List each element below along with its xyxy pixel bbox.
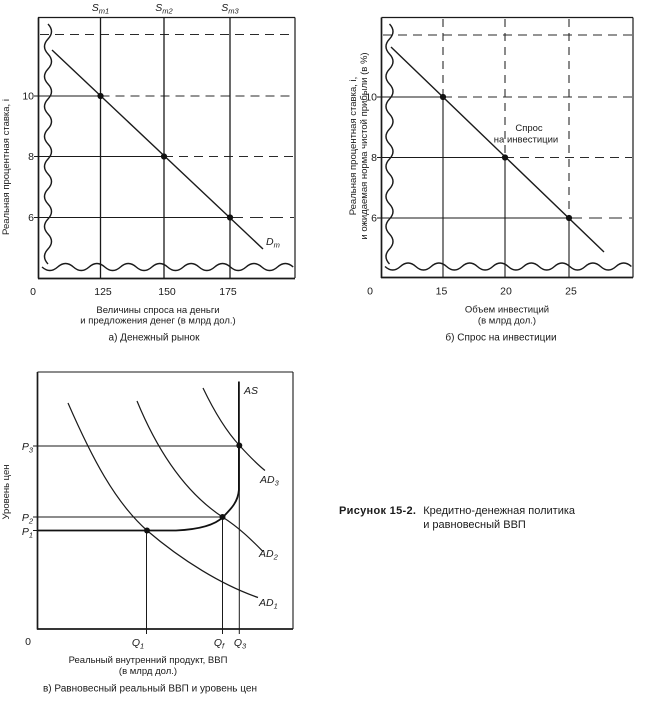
figure-caption: Рисунок 15-2. Кредитно-денежная политика… (339, 504, 575, 532)
investment-dot-20-8 (501, 154, 509, 161)
q3-label: Q3 (234, 637, 247, 651)
panel-b-x-axis-label-line2: (в млрд дол.) (478, 316, 536, 327)
panel-a-title: а) Денежный рынок (109, 333, 201, 344)
qf-label: Qf (214, 637, 225, 651)
panel-b-y-axis-label-line2: и ожидаемая норма чистой прибыли (в %) (359, 52, 370, 239)
ad1-as-equilibrium-dot (144, 527, 150, 534)
investment-curve-label-line2: на инвестиции (494, 135, 558, 146)
ad3-as-equilibrium-dot (236, 442, 243, 449)
sm1-label: Sm1 (92, 2, 109, 16)
panel-a-xtick-175: 175 (219, 286, 237, 298)
panel-a-xtick-0: 0 (30, 286, 36, 298)
panel-b-xtick-0: 0 (367, 286, 373, 298)
investment-demand-line (390, 46, 605, 253)
figure-caption-line2: и равновесный ВВП (423, 519, 526, 531)
money-market-panel: Sm1 Sm2 Sm3 Dm 10 8 6 0 125 150 175 Реал… (1, 2, 296, 344)
panel-a-ytick-8: 8 (28, 151, 34, 163)
dm-label: Dm (266, 236, 280, 250)
ad2-as-equilibrium-dot (219, 514, 226, 520)
panel-b-horizontal-axis-break-squiggle (384, 262, 632, 271)
ad3-curve (202, 387, 266, 471)
q1-label: Q1 (132, 637, 144, 651)
panel-a-horizontal-axis-break-squiggle (41, 262, 294, 272)
figure-caption-text: Кредитно-денежная политика и равновесный… (423, 504, 575, 532)
ad2-curve (136, 400, 264, 552)
figure-caption-number: Рисунок 15-2. (339, 505, 417, 517)
panel-a-vertical-axis-break-squiggle (43, 23, 53, 265)
sm2-label: Sm2 (155, 2, 173, 16)
figure-caption-line1: Кредитно-денежная политика (423, 505, 576, 517)
p1-label: P1 (22, 526, 33, 540)
p2-label: P2 (22, 512, 34, 526)
panel-b-vertical-axis-break-squiggle (385, 23, 394, 265)
as-label: AS (243, 385, 258, 397)
panel-b-xtick-15: 15 (436, 286, 448, 298)
panel-a-x-axis-label-line1: Величины спроса на деньги (96, 305, 219, 316)
investment-dot-15-10 (439, 93, 447, 101)
panel-c-title: в) Равновесный реальный ВВП и уровень це… (43, 684, 257, 695)
equilibrium-dot-125-10 (97, 92, 104, 100)
panel-b-title: б) Спрос на инвестиции (445, 332, 556, 344)
ad2-label: AD2 (258, 548, 279, 562)
panel-a-xtick-150: 150 (158, 286, 176, 298)
panel-a-x-axis-label-line2: и предложения денег (в млрд дол.) (80, 316, 235, 327)
ad1-label: AD1 (258, 597, 278, 611)
panel-b-x-axis-label-line1: Объем инвестиций (465, 305, 549, 316)
ad-as-panel: AS AD3 AD2 AD1 P3 P2 P1 0 Q1 Qf Q3 Урове… (1, 371, 294, 695)
panel-c-origin-label: 0 (25, 636, 31, 648)
p3-label: P3 (22, 441, 34, 455)
panel-a-xtick-125: 125 (94, 286, 112, 298)
panel-b-ytick-10: 10 (365, 92, 377, 104)
equilibrium-dot-175-6 (226, 214, 234, 221)
panel-b-xtick-25: 25 (565, 286, 577, 298)
panel-b-ytick-8: 8 (371, 152, 377, 164)
panel-b-xtick-20: 20 (500, 286, 512, 298)
panel-c-x-axis-label-line1: Реальный внутренний продукт, ВВП (69, 655, 228, 666)
panel-a-ytick-10: 10 (22, 91, 34, 103)
investment-demand-panel: Спрос на инвестиции 10 8 6 0 15 20 25 Ре… (348, 16, 634, 344)
panel-c-x-axis-label-line2: (в млрд дол.) (119, 666, 177, 677)
panel-b-ytick-6: 6 (371, 213, 377, 225)
investment-dot-25-6 (565, 214, 573, 222)
investment-curve-label-line1: Спрос (515, 123, 543, 134)
panel-c-y-axis-label: Уровень цен (1, 464, 12, 519)
panel-a-y-axis-label: Реальная процентная ставка, i (1, 99, 12, 235)
sm3-label: Sm3 (221, 2, 239, 16)
panel-b-y-axis-label-line1: Реальная процентная ставка, i, (348, 77, 359, 216)
panel-a-ytick-6: 6 (28, 212, 34, 224)
ad1-curve (67, 402, 259, 599)
equilibrium-dot-150-8 (160, 153, 168, 160)
ad3-label: AD3 (259, 474, 280, 488)
